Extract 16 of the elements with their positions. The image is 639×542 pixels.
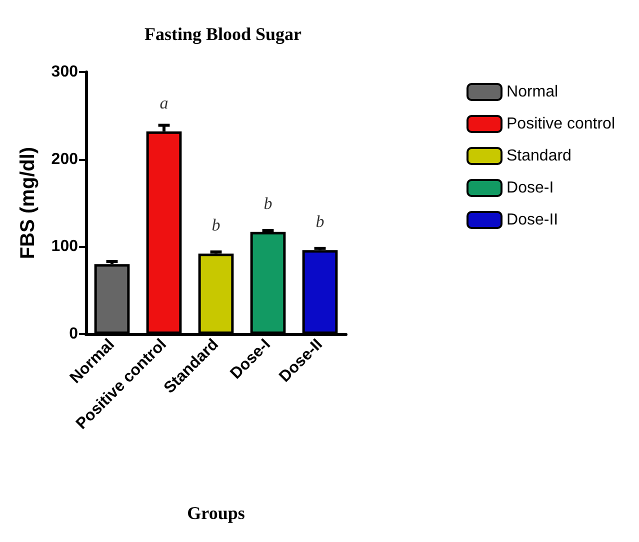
legend-label: Dose-II: [506, 212, 558, 228]
legend-label: Dose-I: [506, 180, 554, 196]
y-tick-label: 300: [51, 64, 78, 80]
legend-label: Positive control: [506, 116, 616, 132]
annotation: b: [264, 194, 272, 213]
y-tick-label: 0: [69, 326, 78, 342]
chart-title: Fasting Blood Sugar: [144, 24, 302, 44]
x-axis-title: Groups: [187, 503, 245, 523]
legend-label: Standard: [506, 148, 572, 164]
annotation: b: [212, 216, 220, 235]
annotation: a: [160, 93, 168, 112]
annotation: b: [316, 212, 324, 232]
y-axis-title: FBS (mg/dl): [17, 146, 39, 260]
y-tick-label: 100: [51, 238, 78, 256]
legend-label: Normal: [506, 84, 558, 100]
y-tick-label: 200: [51, 150, 78, 168]
